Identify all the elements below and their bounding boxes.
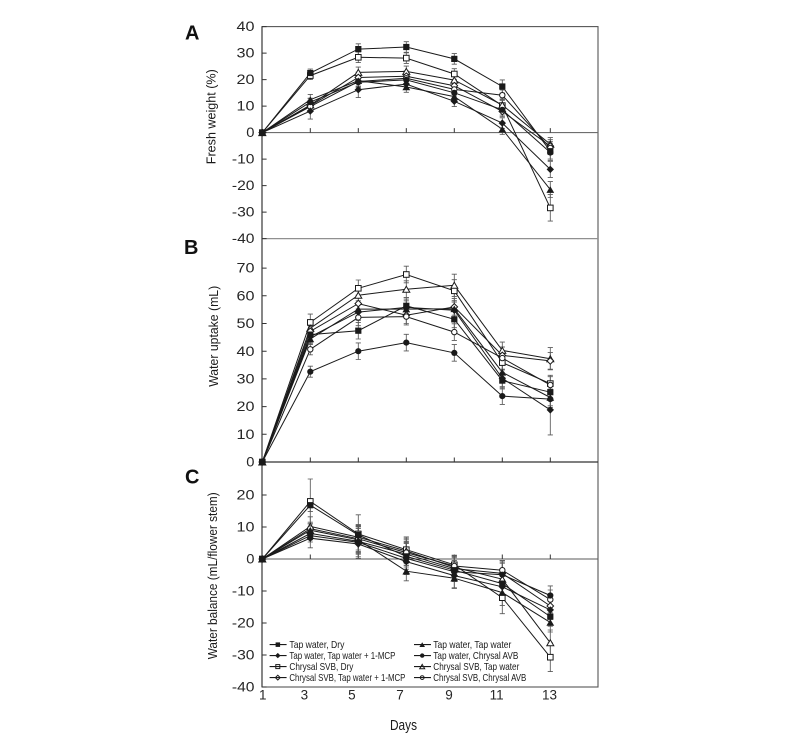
svg-text:1: 1 [259, 688, 267, 703]
svg-text:Water uptake (mL): Water uptake (mL) [206, 286, 221, 387]
svg-text:9: 9 [445, 688, 453, 703]
svg-text:5: 5 [348, 688, 356, 703]
svg-text:-40: -40 [232, 231, 255, 246]
svg-text:10: 10 [237, 99, 255, 114]
svg-text:-30: -30 [232, 205, 255, 220]
svg-text:Tap water, Tap water + 1-MCP: Tap water, Tap water + 1-MCP [289, 650, 395, 662]
svg-text:Tap water, Chrysal AVB: Tap water, Chrysal AVB [433, 650, 518, 662]
svg-text:7: 7 [396, 688, 404, 703]
svg-text:40: 40 [237, 19, 255, 34]
svg-text:70: 70 [237, 261, 255, 276]
svg-text:Tap water, Tap water: Tap water, Tap water [433, 639, 511, 651]
svg-text:30: 30 [237, 46, 255, 61]
svg-text:40: 40 [237, 344, 255, 359]
svg-text:10: 10 [237, 520, 255, 535]
svg-text:-10: -10 [232, 584, 255, 599]
svg-text:Fresh weight (%): Fresh weight (%) [204, 69, 219, 164]
svg-text:Water balance (mL/flower stem): Water balance (mL/flower stem) [205, 492, 220, 659]
svg-text:20: 20 [237, 488, 255, 503]
svg-text:-10: -10 [232, 152, 255, 167]
svg-text:-20: -20 [232, 178, 255, 193]
svg-text:0: 0 [246, 125, 254, 140]
svg-text:C: C [185, 467, 199, 489]
svg-text:Chrysal SVB, Dry: Chrysal SVB, Dry [289, 661, 354, 673]
svg-text:13: 13 [542, 688, 557, 703]
svg-text:Chrysal SVB, Tap water + 1-MCP: Chrysal SVB, Tap water + 1-MCP [289, 672, 405, 684]
svg-text:60: 60 [237, 288, 255, 303]
svg-text:Chrysal SVB, Tap water: Chrysal SVB, Tap water [433, 661, 519, 673]
svg-text:B: B [184, 237, 198, 259]
svg-text:Chrysal SVB, Chrysal AVB: Chrysal SVB, Chrysal AVB [433, 672, 526, 684]
svg-text:30: 30 [237, 372, 255, 387]
svg-text:3: 3 [301, 688, 309, 703]
svg-text:Tap water, Dry: Tap water, Dry [289, 639, 345, 651]
svg-text:Days: Days [390, 717, 417, 734]
svg-text:11: 11 [490, 688, 504, 703]
svg-text:50: 50 [237, 316, 255, 331]
svg-text:0: 0 [246, 552, 254, 567]
svg-text:-20: -20 [232, 616, 255, 631]
svg-text:-30: -30 [232, 648, 255, 663]
svg-text:10: 10 [237, 427, 255, 442]
svg-text:20: 20 [237, 72, 255, 87]
svg-text:20: 20 [237, 399, 255, 414]
svg-text:0: 0 [246, 455, 254, 470]
svg-text:-40: -40 [232, 680, 255, 695]
svg-text:A: A [185, 23, 199, 45]
